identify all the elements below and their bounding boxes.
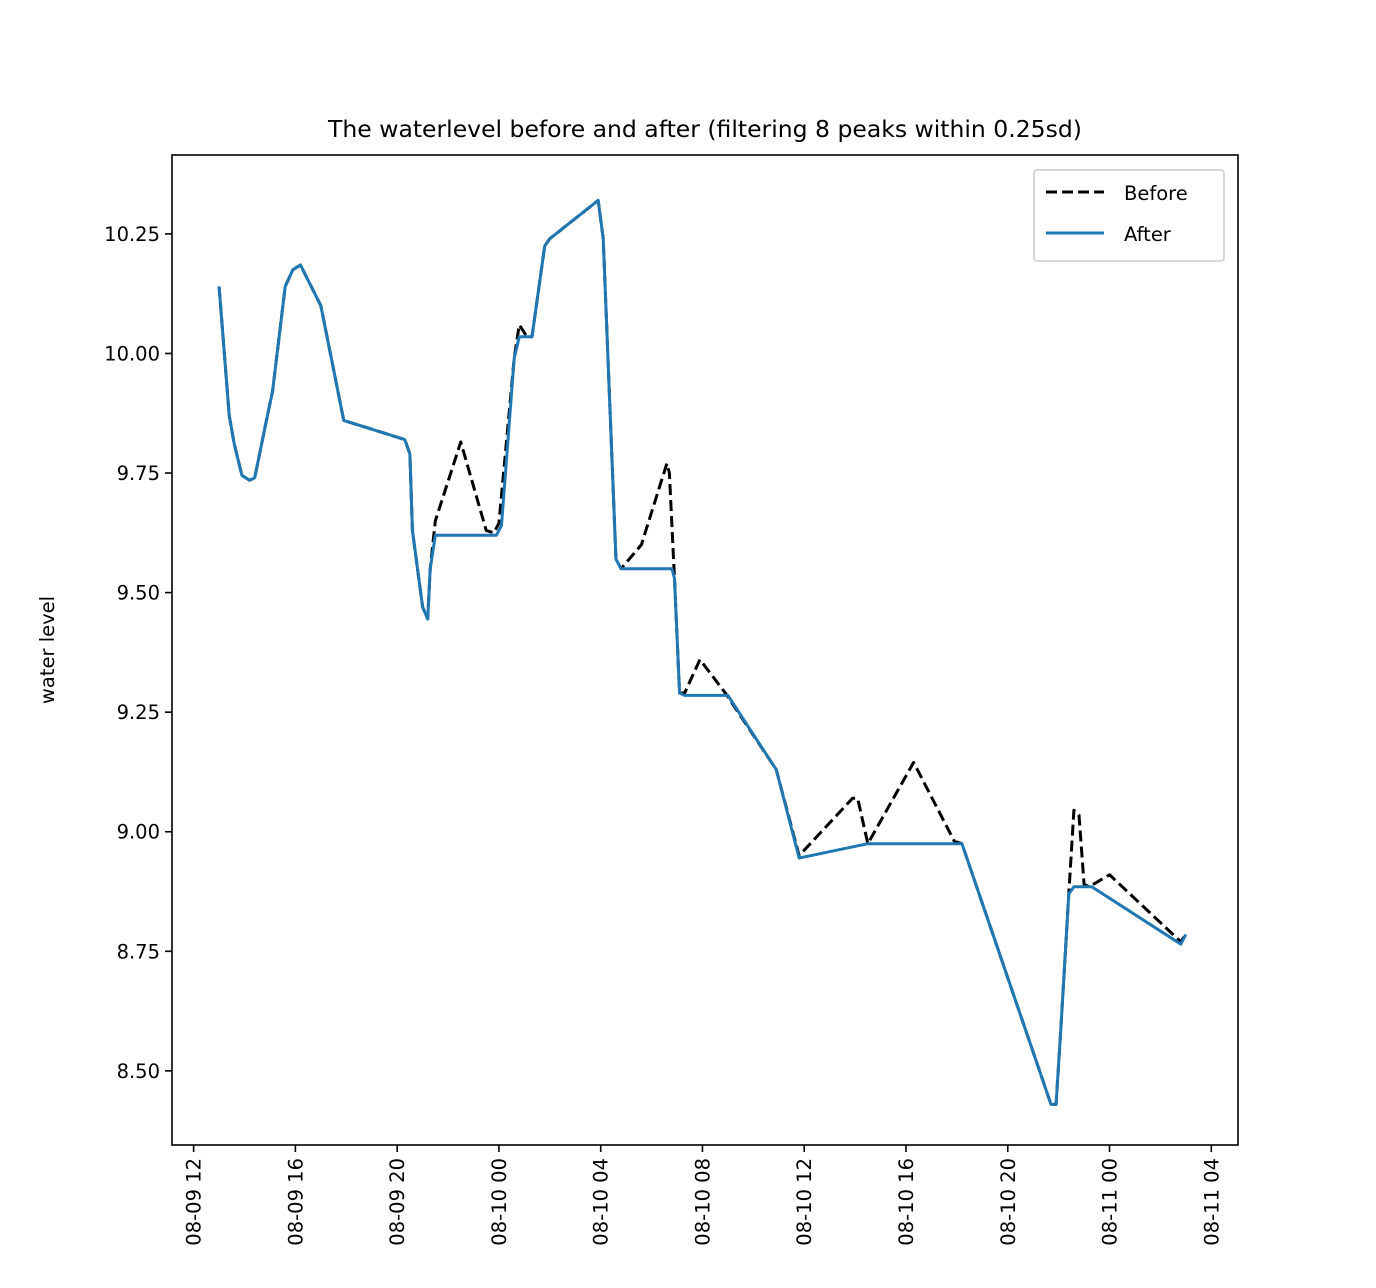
y-axis-label: water level [36, 596, 59, 704]
y-tick-label: 8.50 [117, 1060, 160, 1083]
x-tick-label: 08-09 12 [183, 1158, 206, 1246]
y-tick-label: 10.00 [104, 342, 160, 365]
y-tick-label: 9.00 [117, 821, 160, 844]
x-tick-label: 08-10 04 [590, 1158, 613, 1246]
x-tick-label: 08-10 12 [793, 1158, 816, 1246]
x-tick-label: 08-10 08 [692, 1158, 715, 1246]
series-line-after [217, 198, 1188, 1106]
x-tick-label: 08-11 04 [1200, 1158, 1223, 1246]
x-tick-label: 08-10 20 [997, 1158, 1020, 1246]
y-tick-label: 10.25 [104, 223, 160, 246]
y-axis: 8.50 8.75 9.00 9.25 9.50 9.75 10.00 10.25 [104, 223, 172, 1083]
x-tick-label: 08-10 00 [488, 1158, 511, 1246]
plot-lines [217, 198, 1188, 1106]
chart-title: The waterlevel before and after (filteri… [327, 115, 1082, 143]
x-tick-label: 08-09 20 [386, 1158, 409, 1246]
y-tick-label: 9.50 [117, 582, 160, 605]
x-tick-label: 08-10 16 [895, 1158, 918, 1246]
legend-label-after: After [1124, 223, 1172, 246]
legend: Before After [1033, 169, 1225, 262]
y-tick-label: 9.75 [117, 462, 160, 485]
legend-label-before: Before [1124, 182, 1188, 205]
x-axis: 08-09 12 08-09 16 08-09 20 08-10 00 08-10 04… [183, 1145, 1223, 1246]
y-tick-label: 9.25 [117, 701, 160, 724]
x-tick-label: 08-09 16 [284, 1158, 307, 1246]
y-tick-label: 8.75 [117, 940, 160, 963]
plot-frame [171, 154, 1239, 1146]
x-tick-label: 08-11 00 [1099, 1158, 1122, 1246]
